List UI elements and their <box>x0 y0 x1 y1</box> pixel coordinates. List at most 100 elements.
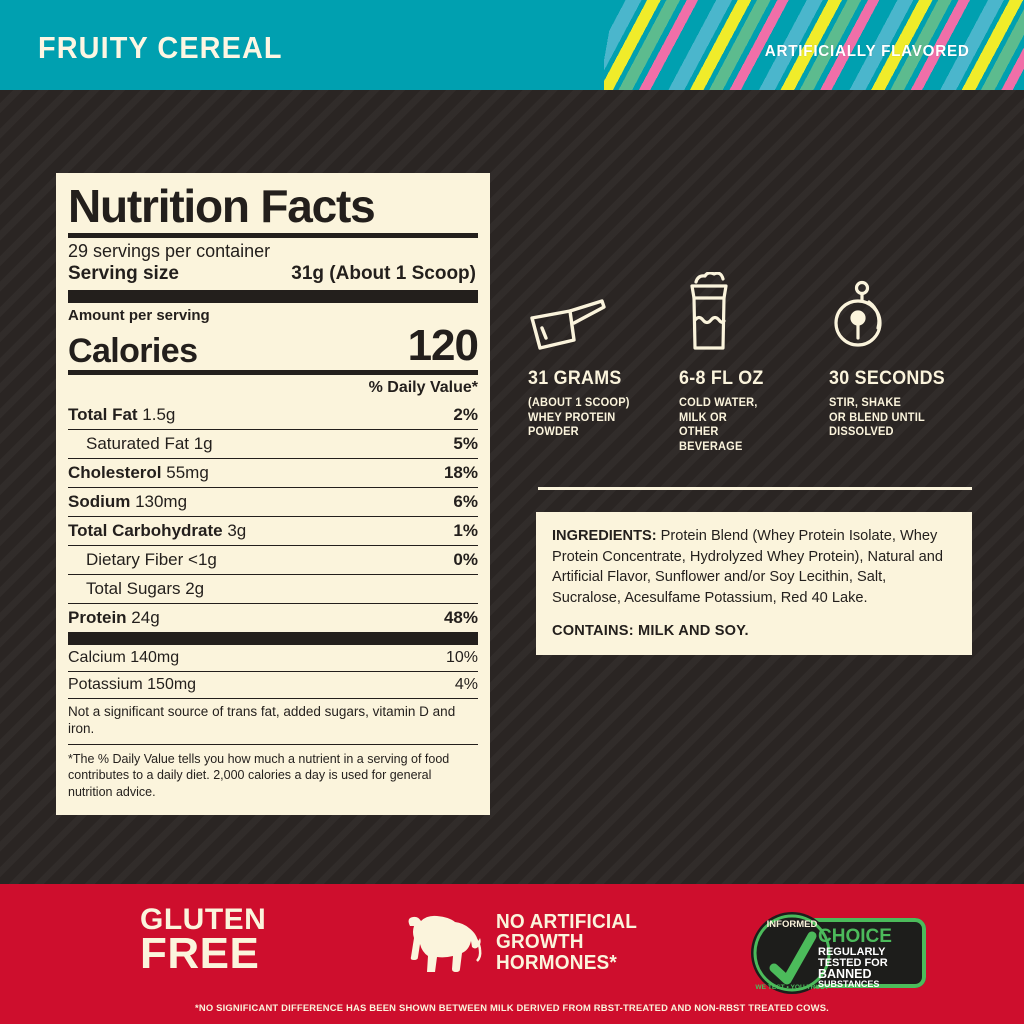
nutrient-daily-value: 5% <box>453 433 478 453</box>
informed-line1: REGULARLY <box>818 946 886 958</box>
nutrient-row: Cholesterol 55mg 18% <box>68 459 478 487</box>
cow-icon <box>400 908 486 977</box>
direction-subline: OTHER <box>678 426 719 439</box>
nutrient-daily-value: 2% <box>453 404 478 424</box>
hormones-line2: GROWTH <box>496 931 584 954</box>
divider-under-title <box>68 232 478 238</box>
nutrient-daily-value: 48% <box>443 607 478 627</box>
amount-per-serving-label: Amount per serving <box>68 306 210 324</box>
nutrient-name: Saturated Fat 1g <box>86 433 213 453</box>
direction-subline: MILK OR <box>678 411 727 424</box>
serving-size-label: Serving size <box>68 262 179 284</box>
informed-choice-word: CHOICE <box>818 926 892 947</box>
nutrient-row: Total Fat 1.5g 2% <box>68 401 478 429</box>
nutrient-row-divider <box>68 602 478 604</box>
vitamin-daily-value: 4% <box>454 675 478 693</box>
diagonal-stripe-pattern <box>544 0 1024 90</box>
informed-line3: BANNED <box>818 967 871 981</box>
ingredients-text: INGREDIENTS: Protein Blend (Whey Protein… <box>552 526 956 609</box>
nutrient-rows: Total Fat 1.5g 2% Saturated Fat 1g 5% Choles… <box>68 401 478 632</box>
divider-thick-top <box>68 289 478 303</box>
scoop-icon <box>528 272 679 354</box>
nutrient-name: Cholesterol 55mg <box>68 462 209 482</box>
not-significant-source-note: Not a significant source of trans fat, a… <box>68 703 456 736</box>
direction-sublines: (ABOUT 1 SCOOP) WHEY PROTEIN POWDER <box>528 396 673 440</box>
nutrient-row: Saturated Fat 1g 5% <box>68 430 478 458</box>
nutrient-name: Total Sugars 2g <box>86 578 205 598</box>
vitamin-daily-value: 10% <box>445 648 478 666</box>
gluten-free-line2: FREE <box>140 928 260 978</box>
vitamin-name: Calcium 140mg <box>68 648 180 666</box>
nutrient-name: Total Fat 1.5g <box>68 404 176 424</box>
nutrient-row: Total Sugars 2g <box>68 575 478 603</box>
direction-subline: COLD WATER, <box>678 397 758 409</box>
nutrient-row: Total Carbohydrate 3g 1% <box>68 517 478 545</box>
informed-line4: SUBSTANCES <box>818 979 879 989</box>
stopwatch-icon <box>829 272 980 354</box>
divider-under-calories <box>68 369 478 375</box>
no-growth-hormones-text: NO ARTIFICIAL GROWTH HORMONES* <box>496 910 645 974</box>
daily-value-header: % Daily Value* <box>368 378 478 396</box>
nutrient-row: Protein 24g 48% <box>68 604 478 632</box>
direction-step-liquid: 6-8 FL OZ COLD WATER, MILK OR OTHER BEVERAG… <box>679 272 830 455</box>
daily-value-footnote: *The % Daily Value tells you how much a … <box>68 751 450 800</box>
gluten-free-badge: GLUTEN FREE <box>140 905 266 978</box>
informed-line2: TESTED FOR <box>818 957 888 969</box>
vitamin-row: Potassium 150mg 4% <box>68 672 478 698</box>
direction-subline: POWDER <box>528 426 579 439</box>
nutrient-daily-value: 1% <box>453 520 478 540</box>
nutrient-row-divider <box>68 457 478 459</box>
servings-per-container: 29 servings per container <box>68 240 271 261</box>
direction-subline: DISSOLVED <box>829 426 895 439</box>
direction-subline: STIR, SHAKE <box>829 397 902 409</box>
direction-subline: BEVERAGE <box>678 441 743 454</box>
nutrient-row: Sodium 130mg 6% <box>68 488 478 516</box>
artificially-flavored-label: ARTIFICIALLY FLAVORED <box>765 43 970 60</box>
hormones-line3: HORMONES* <box>496 951 618 974</box>
directions-for-use: 31 GRAMS (ABOUT 1 SCOOP) WHEY PROTEIN POWD… <box>528 272 980 455</box>
direction-subline: OR BLEND UNTIL <box>829 411 926 424</box>
direction-headline: 31 GRAMS <box>528 368 622 389</box>
ingredients-label: INGREDIENTS: <box>552 528 657 544</box>
nutrient-daily-value: 18% <box>443 462 478 482</box>
nutrient-name: Total Carbohydrate 3g <box>68 520 247 540</box>
informed-ring-subtext: WE TEST • YOU TRUST <box>755 984 828 991</box>
nutrient-row-divider <box>68 486 478 488</box>
vitamin-row-divider <box>68 670 478 672</box>
nutrient-row-divider <box>68 573 478 575</box>
divider-above-note <box>68 697 478 699</box>
calories-value: 120 <box>407 320 479 370</box>
vitamin-rows: Calcium 140mg 10% Potassium 150mg 4% <box>68 645 478 698</box>
rbst-footnote: *NO SIGNIFICANT DIFFERENCE HAS BEEN SHOW… <box>194 1003 829 1014</box>
ingredients-body: Protein Blend (Whey Protein Isolate, Whe… <box>552 528 943 607</box>
directions-divider <box>538 487 972 490</box>
direction-step-scoop: 31 GRAMS (ABOUT 1 SCOOP) WHEY PROTEIN POWD… <box>528 272 679 455</box>
nutrient-name: Sodium 130mg <box>68 491 188 511</box>
direction-sublines: COLD WATER, MILK OR OTHER BEVERAGE <box>679 396 824 455</box>
shaker-bottle-icon <box>679 272 830 354</box>
nutrient-row-divider <box>68 515 478 517</box>
informed-ring-text: INFORMED <box>767 919 818 930</box>
calories-row: Calories 120 <box>68 320 479 370</box>
vitamin-row: Calcium 140mg 10% <box>68 645 478 671</box>
serving-size-row: Serving size 31g (About 1 Scoop) <box>68 263 478 290</box>
divider-thick-bottom <box>68 631 478 645</box>
nutrition-facts-title: Nutrition Facts <box>68 180 376 232</box>
page-title: FRUITY CEREAL <box>38 30 283 65</box>
ingredients-panel: INGREDIENTS: Protein Blend (Whey Protein… <box>536 512 972 655</box>
nutrient-row-divider <box>68 544 478 546</box>
hormones-line1: NO ARTIFICIAL <box>496 910 638 933</box>
informed-choice-badge: INFORMED WE TEST • YOU TRUST CHOICE REGU… <box>748 910 930 1001</box>
direction-subline: WHEY PROTEIN <box>528 411 616 424</box>
certification-banner: GLUTEN FREE NO ARTIFICIAL GROWTH HORMONE… <box>0 884 1024 1024</box>
contains-allergens: CONTAINS: MILK AND SOY. <box>552 622 749 639</box>
no-growth-hormones-badge: NO ARTIFICIAL GROWTH HORMONES* <box>400 908 645 977</box>
calories-label: Calories <box>68 331 198 370</box>
direction-headline: 30 SECONDS <box>829 368 946 389</box>
direction-sublines: STIR, SHAKE OR BLEND UNTIL DISSOLVED <box>829 396 974 440</box>
nutrition-facts-panel: Nutrition Facts 29 servings per containe… <box>56 173 490 816</box>
direction-headline: 6-8 FL OZ <box>678 368 764 389</box>
nutrient-row-divider <box>68 428 478 430</box>
direction-subline: (ABOUT 1 SCOOP) <box>528 397 630 409</box>
